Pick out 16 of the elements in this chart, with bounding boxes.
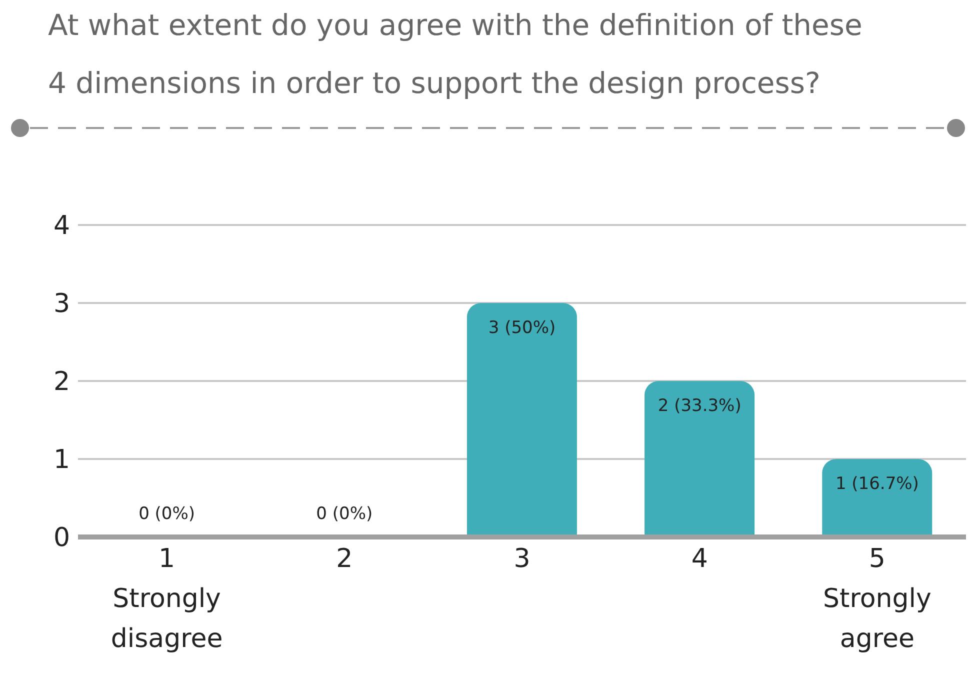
y-tick-label: 4 [53,211,70,242]
y-tick-label: 2 [53,367,70,398]
data-label: 0 (0%) [316,504,373,524]
x-tick-label: 1 Strongly disagree [110,544,223,654]
data-label: 0 (0%) [138,504,196,524]
x-tick-label: 3 [514,544,530,574]
chart-title: At what extent do you agree with the definition of these 4 dimensions in order to support the design process? [47,7,864,102]
data-label: 2 (33.3%) [658,396,742,416]
x-tick-label: 5 Strongly agree [823,544,932,654]
x-tick-label: 4 [691,544,708,574]
y-tick-label: 3 [53,289,70,320]
y-tick-label: 1 [53,445,70,476]
y-tick-label: 0 [53,523,70,554]
x-tick-label: 2 [336,544,353,574]
data-label: 1 (16.7%) [835,474,919,494]
data-label: 3 (50%) [488,318,556,338]
